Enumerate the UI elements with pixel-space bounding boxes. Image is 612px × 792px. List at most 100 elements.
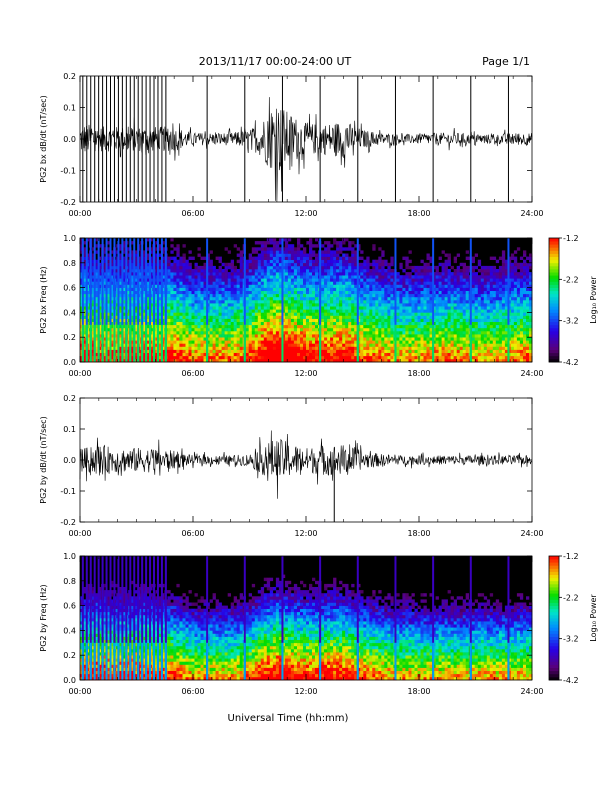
heatmap-cell (405, 321, 409, 326)
heatmap-cell (441, 296, 445, 301)
heatmap-cell (357, 284, 361, 288)
heatmap-cell (444, 275, 448, 279)
heatmap-cell (236, 300, 240, 304)
heatmap-cell (339, 272, 343, 276)
heatmap-cell (110, 256, 114, 260)
heatmap-cell (390, 275, 394, 279)
heatmap-cell (456, 269, 460, 273)
heatmap-cell (272, 358, 277, 363)
heatmap-cell (272, 337, 277, 341)
heatmap-cell (236, 275, 240, 279)
heatmap-cell (447, 281, 451, 285)
heatmap-cell (495, 269, 500, 273)
heatmap-cell (465, 355, 469, 360)
heatmap-cell (155, 315, 159, 319)
heatmap-cell (251, 352, 256, 357)
heatmap-cell (456, 318, 460, 322)
heatmap-cell (224, 334, 228, 338)
heatmap-cell (155, 358, 159, 363)
heatmap-cell (486, 300, 491, 304)
heatmap-cell (173, 312, 177, 316)
heatmap-cell (224, 293, 228, 298)
heatmap-cell (351, 281, 355, 285)
heatmap-cell (456, 312, 460, 316)
heatmap-cell (233, 324, 237, 329)
heatmap-cell (290, 331, 295, 335)
heatmap-cell (486, 331, 491, 335)
heatmap-cell (179, 287, 183, 291)
heatmap-cell (366, 309, 370, 313)
heatmap-cell (287, 272, 292, 276)
heatmap-cell (245, 303, 249, 307)
heatmap-cell (83, 327, 87, 332)
heatmap-cell (170, 265, 174, 270)
heatmap-cell (447, 290, 451, 295)
heatmap-cell (272, 343, 277, 347)
heatmap-cell (465, 358, 469, 363)
heatmap-cell (342, 269, 346, 273)
heatmap-cell (143, 337, 147, 341)
heatmap-cell (465, 352, 469, 357)
heatmap-cell (197, 293, 201, 298)
heatmap-cell (254, 309, 259, 313)
heatmap-cell (95, 269, 99, 273)
heatmap-cell (474, 290, 478, 295)
heatmap-cell (396, 318, 400, 322)
heatmap-cell (245, 281, 249, 285)
heatmap-cell (266, 303, 271, 307)
heatmap-cell (372, 312, 376, 316)
heatmap-cell (396, 343, 400, 347)
heatmap-cell (438, 306, 442, 310)
heatmap-cell (441, 334, 445, 338)
heatmap-cell (170, 272, 174, 276)
heatmap-cell (402, 334, 406, 338)
heatmap-cell (432, 318, 436, 322)
heatmap-cell (290, 337, 295, 341)
heatmap-cell (158, 352, 162, 357)
heatmap-cell (462, 321, 466, 326)
heatmap-cell (185, 324, 189, 329)
heatmap-cell (284, 281, 289, 285)
heatmap-cell (297, 352, 301, 357)
heatmap-cell (363, 306, 367, 310)
heatmap-cell (336, 334, 340, 338)
heatmap-cell (284, 352, 289, 357)
heatmap-cell (429, 300, 433, 304)
heatmap-cell (372, 337, 376, 341)
heatmap-cell (378, 306, 382, 310)
heatmap-cell (375, 306, 379, 310)
heatmap-cell (293, 309, 298, 313)
heatmap-cell (80, 315, 84, 319)
heatmap-cell (414, 293, 418, 298)
heatmap-cell (432, 358, 436, 363)
heatmap-cell (212, 275, 216, 279)
heatmap-cell (324, 250, 328, 254)
heatmap-cell (429, 278, 433, 282)
heatmap-cell (278, 334, 283, 338)
heatmap-cell (453, 300, 457, 304)
heatmap-cell (432, 284, 436, 288)
heatmap-cell (290, 247, 295, 251)
heatmap-cell (387, 284, 391, 288)
heatmap-cell (275, 334, 280, 338)
heatmap-cell (441, 293, 445, 298)
heatmap-cell (245, 331, 249, 335)
heatmap-cell (278, 290, 283, 295)
heatmap-cell (80, 247, 84, 251)
heatmap-cell (297, 259, 301, 264)
heatmap-cell (287, 337, 292, 341)
heatmap-cell (486, 334, 491, 338)
heatmap-cell (351, 300, 355, 304)
heatmap-cell (284, 296, 289, 301)
heatmap-cell (453, 321, 457, 326)
heatmap-cell (309, 256, 313, 260)
heatmap-cell (378, 275, 382, 279)
heatmap-cell (110, 303, 114, 307)
heatmap-cell (263, 262, 268, 267)
heatmap-cell (387, 321, 391, 326)
heatmap-cell (206, 340, 210, 344)
heatmap-cell (278, 306, 283, 310)
heatmap-cell (272, 284, 277, 288)
heatmap-cell (236, 315, 240, 319)
heatmap-cell (146, 334, 150, 338)
